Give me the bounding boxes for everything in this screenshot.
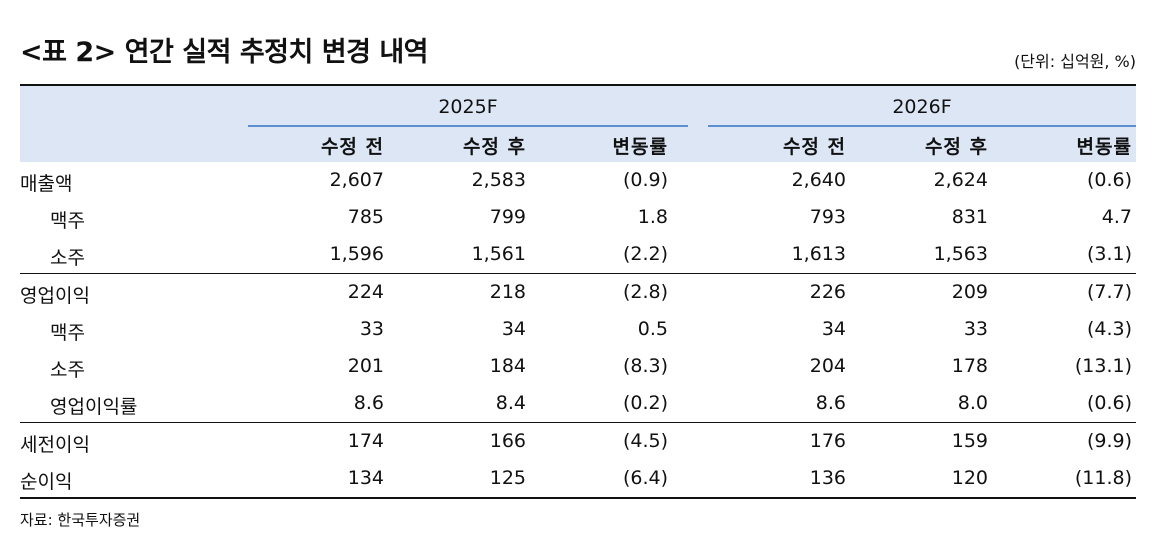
cell-2025-before: 134 xyxy=(347,467,384,489)
cell-2026-before: 176 xyxy=(809,430,846,452)
year-rule-2025 xyxy=(248,125,688,127)
table-row: 맥주 33 34 0.5 34 33 (4.3) xyxy=(20,311,1136,348)
table-row: 맥주 785 799 1.8 793 831 4.7 xyxy=(20,199,1136,236)
row-label: 영업이익률 xyxy=(50,396,138,418)
table-body: 매출액 2,607 2,583 (0.9) 2,640 2,624 (0.6) 맥주 785 79… xyxy=(20,162,1136,497)
table-row: 순이익 134 125 (6.4) 136 120 (11.8) xyxy=(20,460,1136,497)
cell-2025-change: (4.5) xyxy=(622,430,668,452)
cell-2026-change: (0.6) xyxy=(1086,392,1132,414)
subcol-2026-change: 변동률 xyxy=(1076,136,1132,158)
year-header-2025: 2025F xyxy=(438,96,498,118)
subcol-2025-change: 변동률 xyxy=(612,136,668,158)
cell-2025-before: 33 xyxy=(359,318,384,340)
subcol-2025-before: 수정 전 xyxy=(320,136,384,158)
table-top-rule xyxy=(20,84,1136,86)
table-row: 매출액 2,607 2,583 (0.9) 2,640 2,624 (0.6) xyxy=(20,162,1136,199)
cell-2025-after: 8.4 xyxy=(495,392,526,414)
cell-2026-change: (4.3) xyxy=(1086,318,1132,340)
cell-2026-after: 33 xyxy=(963,318,988,340)
cell-2026-after: 831 xyxy=(951,206,988,228)
table-row: 영업이익률 8.6 8.4 (0.2) 8.6 8.0 (0.6) xyxy=(20,385,1136,422)
cell-2025-change: (2.8) xyxy=(622,281,668,303)
cell-2025-after: 184 xyxy=(489,355,526,377)
cell-2026-change: 4.7 xyxy=(1101,206,1132,228)
cell-2026-change: (13.1) xyxy=(1074,355,1132,377)
subcol-2025-after: 수정 후 xyxy=(462,136,526,158)
cell-2025-change: (2.2) xyxy=(622,243,668,265)
table-header: 2025F 2026F 수정 전 수정 후 변동률 수정 전 수정 후 변동률 xyxy=(20,86,1136,162)
table-bottom-rule xyxy=(20,497,1136,499)
row-label: 맥주 xyxy=(50,322,85,344)
page-title: <표 2> 연간 실적 추정치 변경 내역 xyxy=(20,37,429,68)
row-label: 영업이익 xyxy=(20,285,90,307)
cell-2025-after: 125 xyxy=(489,467,526,489)
cell-2026-change: (11.8) xyxy=(1074,467,1132,489)
cell-2026-before: 136 xyxy=(809,467,846,489)
cell-2025-change: 1.8 xyxy=(637,206,668,228)
table-row: 소주 201 184 (8.3) 204 178 (13.1) xyxy=(20,348,1136,385)
subcol-2026-before: 수정 전 xyxy=(782,136,846,158)
cell-2025-change: (0.2) xyxy=(622,392,668,414)
estimate-table: 2025F 2026F 수정 전 수정 후 변동률 수정 전 수정 후 변동률 … xyxy=(20,84,1136,499)
year-header-2026: 2026F xyxy=(892,96,952,118)
cell-2026-before: 793 xyxy=(809,206,846,228)
cell-2026-after: 2,624 xyxy=(933,169,988,191)
row-label: 맥주 xyxy=(50,210,85,232)
cell-2025-change: 0.5 xyxy=(637,318,668,340)
cell-2025-change: (0.9) xyxy=(622,169,668,191)
table-row: 세전이익 174 166 (4.5) 176 159 (9.9) xyxy=(20,423,1136,460)
cell-2026-change: (0.6) xyxy=(1086,169,1132,191)
cell-2026-before: 8.6 xyxy=(815,392,846,414)
cell-2026-before: 34 xyxy=(821,318,846,340)
cell-2026-change: (3.1) xyxy=(1086,243,1132,265)
table-row: 소주 1,596 1,561 (2.2) 1,613 1,563 (3.1) xyxy=(20,236,1136,273)
cell-2026-after: 178 xyxy=(951,355,988,377)
cell-2025-after: 2,583 xyxy=(471,169,526,191)
cell-2026-before: 1,613 xyxy=(791,243,846,265)
cell-2025-after: 218 xyxy=(489,281,526,303)
table-row: 영업이익 224 218 (2.8) 226 209 (7.7) xyxy=(20,274,1136,311)
row-label: 매출액 xyxy=(20,173,73,195)
cell-2026-after: 120 xyxy=(951,467,988,489)
cell-2025-before: 201 xyxy=(347,355,384,377)
cell-2025-before: 2,607 xyxy=(329,169,384,191)
cell-2026-change: (9.9) xyxy=(1086,430,1132,452)
cell-2025-change: (6.4) xyxy=(622,467,668,489)
cell-2026-after: 159 xyxy=(951,430,988,452)
row-label: 소주 xyxy=(50,359,85,381)
row-label: 세전이익 xyxy=(20,434,90,456)
subcol-2026-after: 수정 후 xyxy=(924,136,988,158)
cell-2025-before: 1,596 xyxy=(329,243,384,265)
cell-2026-after: 1,563 xyxy=(933,243,988,265)
cell-2025-before: 224 xyxy=(347,281,384,303)
cell-2026-before: 2,640 xyxy=(791,169,846,191)
cell-2025-after: 799 xyxy=(489,206,526,228)
cell-2025-after: 166 xyxy=(489,430,526,452)
source-note: 자료: 한국투자증권 xyxy=(20,511,141,529)
cell-2025-before: 785 xyxy=(347,206,384,228)
row-label: 소주 xyxy=(50,247,85,269)
unit-note: (단위: 십억원, %) xyxy=(1014,52,1136,71)
cell-2026-after: 8.0 xyxy=(957,392,988,414)
cell-2025-change: (8.3) xyxy=(622,355,668,377)
cell-2025-after: 1,561 xyxy=(471,243,526,265)
year-rule-2026 xyxy=(708,125,1136,127)
cell-2026-after: 209 xyxy=(951,281,988,303)
cell-2026-change: (7.7) xyxy=(1086,281,1132,303)
group-separator xyxy=(20,273,1136,274)
cell-2025-before: 8.6 xyxy=(353,392,384,414)
cell-2025-before: 174 xyxy=(347,430,384,452)
cell-2025-after: 34 xyxy=(501,318,526,340)
cell-2026-before: 226 xyxy=(809,281,846,303)
group-separator xyxy=(20,422,1136,423)
row-label: 순이익 xyxy=(20,471,73,493)
cell-2026-before: 204 xyxy=(809,355,846,377)
